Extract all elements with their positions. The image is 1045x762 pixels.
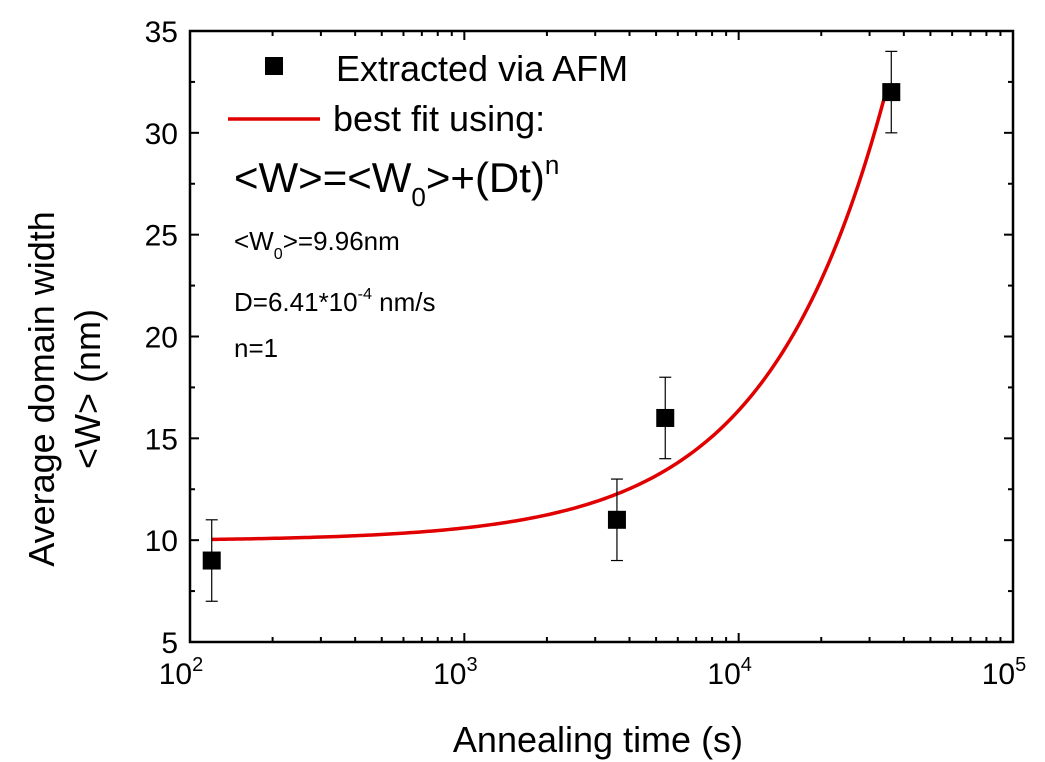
legend: Extracted via AFM best fit using: bbox=[228, 48, 628, 139]
param-d-b: nm/s bbox=[372, 287, 436, 317]
y-tick-label: 5 bbox=[161, 627, 178, 660]
fit-curve bbox=[211, 83, 890, 542]
x-tick-label-exp: 2 bbox=[192, 654, 203, 676]
x-tick-label-base: 10 bbox=[433, 658, 466, 691]
x-tick-label-base: 10 bbox=[159, 658, 192, 691]
data-point bbox=[607, 510, 626, 529]
x-tick-label: 103 bbox=[433, 654, 478, 691]
x-tick-label: 102 bbox=[159, 654, 204, 691]
fit-layer bbox=[211, 83, 890, 542]
fit-formula-sup: n bbox=[545, 150, 559, 180]
x-tick-label: 105 bbox=[982, 654, 1027, 691]
param-w0-sub: 0 bbox=[274, 245, 283, 263]
y-tick-label: 15 bbox=[145, 423, 178, 456]
y-tick-label: 25 bbox=[145, 220, 178, 253]
legend-marker-afm bbox=[265, 57, 283, 75]
x-axis-title: Annealing time (s) bbox=[453, 719, 743, 760]
y-tick-label: 10 bbox=[145, 525, 178, 558]
param-n: n=1 bbox=[234, 333, 278, 363]
x-tick-label-base: 10 bbox=[982, 658, 1015, 691]
fit-formula-sub: 0 bbox=[411, 182, 425, 212]
points-layer bbox=[202, 50, 901, 602]
x-tick-label-base: 10 bbox=[707, 658, 740, 691]
param-d: D=6.41*10-4 nm/s bbox=[234, 285, 436, 317]
fit-formula: <W>=<W0>+(Dt)n bbox=[234, 150, 559, 212]
legend-label-fit: best fit using: bbox=[333, 98, 545, 139]
x-tick-label-exp: 5 bbox=[1015, 654, 1026, 676]
legend-label-afm: Extracted via AFM bbox=[336, 48, 628, 89]
x-tick-label-exp: 4 bbox=[741, 654, 752, 676]
y-axis-title: Average domain width <W> (nm) bbox=[21, 211, 108, 567]
y-axis-title-line2: <W> (nm) bbox=[67, 309, 108, 469]
x-tick-label: 104 bbox=[707, 654, 752, 691]
data-point bbox=[656, 408, 675, 427]
fit-formula-a: <W>=<W bbox=[234, 154, 412, 201]
param-w0: <W0>=9.96nm bbox=[234, 226, 400, 263]
axes-layer bbox=[188, 29, 1015, 644]
y-tick-label: 35 bbox=[145, 16, 178, 49]
param-w0-a: <W bbox=[234, 226, 274, 256]
plot-frame bbox=[188, 29, 1015, 644]
x-tick-label-exp: 3 bbox=[466, 654, 477, 676]
data-point bbox=[882, 83, 901, 102]
y-tick-label: 20 bbox=[145, 322, 178, 355]
param-d-a: D=6.41*10 bbox=[234, 287, 358, 317]
fit-formula-b: >+(Dt) bbox=[426, 154, 545, 201]
y-tick-label: 30 bbox=[145, 118, 178, 151]
data-point bbox=[202, 551, 221, 570]
param-d-sup: -4 bbox=[358, 285, 372, 303]
y-axis-title-line1: Average domain width bbox=[21, 211, 62, 567]
param-w0-b: >=9.96nm bbox=[283, 226, 400, 256]
